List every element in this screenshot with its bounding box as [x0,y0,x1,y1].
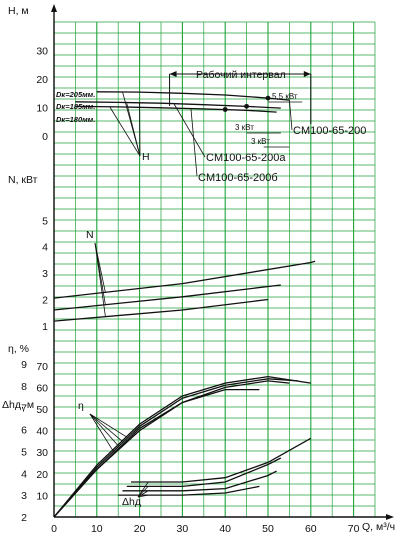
efficiency-leader-line [89,413,115,453]
npsh-curve-label: Δhд [122,496,141,508]
dk-label-205: Dк=205мм. [56,90,95,99]
npsh-leader-line [137,486,149,498]
efficiency-leader-line [89,413,123,442]
x-tick-label: 70 [348,523,360,535]
efficiency-curve-line [53,388,260,518]
dk-label-185: Dк=185мм. [56,102,95,111]
power-y-tick-label: 2 [42,294,48,306]
chart-curves [53,71,316,518]
x-tick-label: 40 [219,523,231,535]
npsh-curve-line [131,437,312,483]
model-label-200b: CM100-65-200б [198,172,278,184]
x-axis-arrow [386,514,394,520]
operating-point-marker [265,95,271,101]
working-range-label: Рабочий интервал [196,69,286,81]
head-y-tick-label: 10 [36,103,48,115]
model-leader-line [173,103,206,158]
chart-labels: 0 10 20 30 40 50 60 70 30 20 10 0 5 4 3 2 1 70 60 50 40 30 20 1… [21,46,359,536]
npsh-y-tick-label: 4 [21,468,27,480]
npsh-leader-line [137,490,149,498]
chart-axes [51,4,394,520]
dk-label-180: Dк=180мм. [56,115,95,124]
x-tick-label: 50 [262,523,274,535]
npsh-y-axis-label: Δhд, м [2,399,34,411]
efficiency-y-tick-label: 40 [36,426,48,438]
efficiency-y-tick-label: 30 [36,447,48,459]
chart-grid [53,21,376,518]
efficiency-y-tick-label: 50 [36,404,48,416]
head-leader-line [126,103,141,157]
model-leader-line [289,100,293,131]
efficiency-y-tick-label: 20 [36,469,48,481]
head-y-tick-label: 20 [36,74,48,86]
head-curve-line [75,101,281,109]
x-axis-label: Q, м³/ч [362,521,395,533]
efficiency-leader-line [89,413,127,438]
x-tick-label: 60 [305,523,317,535]
power-leader-line [94,242,106,317]
head-y-tick-label: 0 [42,131,48,143]
power-y-axis-label: N, кВт [8,174,38,186]
npsh-y-tick-label: 3 [21,490,27,502]
efficiency-leader-line [89,413,119,446]
efficiency-curve-label: η [78,400,84,412]
head-curve-line [96,91,290,101]
npsh-y-tick-label: 9 [21,359,27,371]
npsh-y-tick-label: 8 [21,381,27,393]
x-tick-label: 30 [177,523,189,535]
npsh-y-tick-label: 5 [21,446,27,458]
x-tick-label: 10 [91,523,103,535]
efficiency-y-tick-label: 60 [36,382,48,394]
efficiency-curve-line [53,375,311,518]
npsh-curve-line [118,485,260,496]
power-y-tick-label: 5 [42,215,48,227]
y-axis-arrow [51,4,57,12]
power-curve-line [53,298,269,322]
head-y-tick-label: 30 [36,46,48,58]
model-leader-line [190,108,198,177]
efficiency-curve-line [53,380,290,518]
power-y-tick-label: 3 [42,268,48,280]
operating-point-marker [244,103,250,109]
model-label-200: CM100-65-200 [293,125,366,137]
power-label-3a: 3 кВт [235,123,254,132]
npsh-y-tick-label: 7 [21,403,27,415]
operating-point-marker [222,107,228,112]
power-y-tick-label: 1 [42,321,48,333]
npsh-leader-line [137,494,149,498]
power-curve-line [53,260,316,299]
head-curve-line [75,105,277,113]
power-label-3b: 3 кВт [251,137,270,146]
head-curve-label: H [142,151,150,163]
model-label-200a: CM100-65-200а [206,152,286,164]
npsh-leader-line [137,481,149,498]
efficiency-y-tick-label: 70 [36,361,48,373]
npsh-curve-line [122,470,277,492]
x-tick-label: 0 [51,523,57,535]
power-curve-label: N [86,229,94,241]
npsh-curve-line [126,457,282,488]
working-range-arrow-right [303,71,311,77]
efficiency-y-tick-label: 10 [36,490,48,502]
efficiency-curve-line [53,378,299,518]
efficiency-y-axis-label: η, % [8,343,29,355]
npsh-y-tick-label: 2 [21,512,27,524]
power-y-tick-label: 4 [42,242,48,254]
head-leader-line [109,106,141,157]
working-range-arrow-left [169,71,177,77]
power-curve-line [53,284,281,311]
npsh-y-tick-label: 6 [21,425,27,437]
head-y-axis-label: H, м [8,5,29,17]
power-label-5-5: 5,5 кВт [272,92,298,101]
x-tick-label: 20 [134,523,146,535]
